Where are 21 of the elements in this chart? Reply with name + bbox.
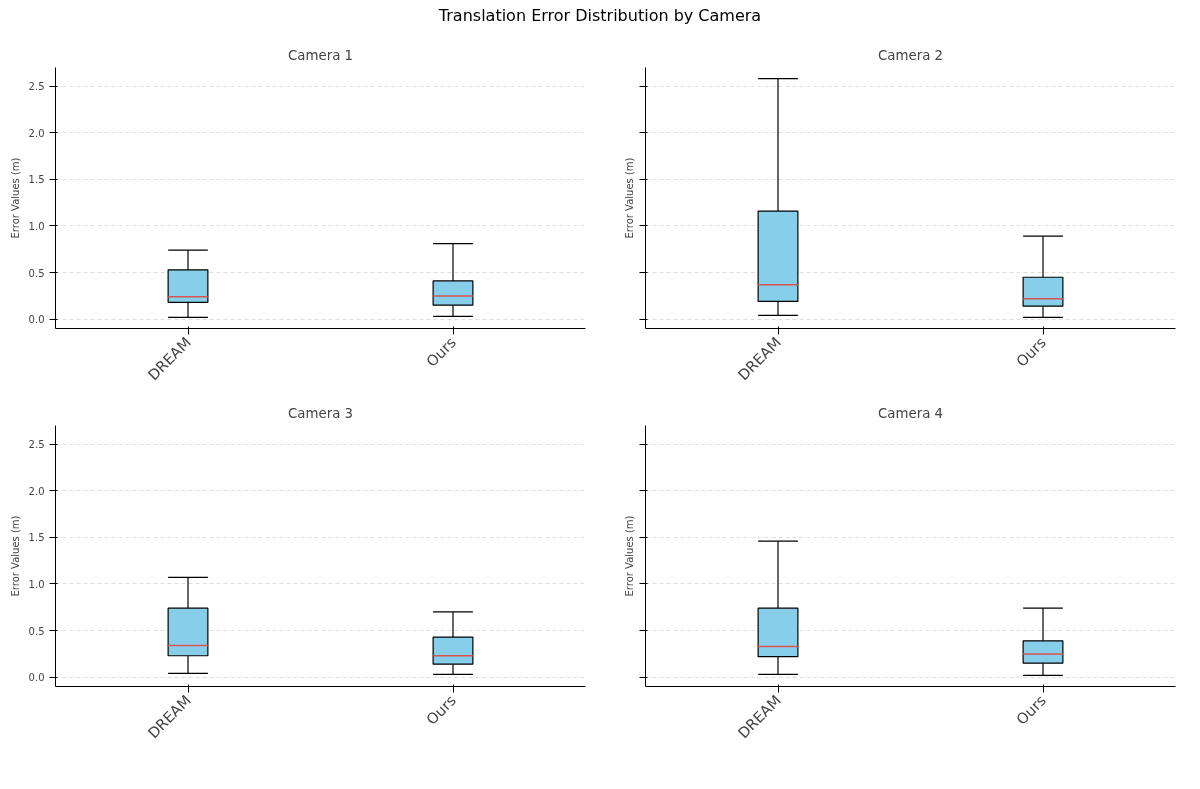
y-tick-label: 0.5 (28, 267, 45, 279)
y-tick-label: 0.0 (28, 314, 45, 326)
y-axis-title: Error Values (m) (9, 157, 21, 239)
y-tick-label: 2.5 (28, 81, 45, 93)
y-tick-label: 0.5 (28, 625, 45, 637)
y-tick-label: 1.5 (28, 532, 45, 544)
chart-title: Camera 3 (287, 405, 354, 421)
y-tick-label: 0.0 (28, 672, 45, 684)
chart-title: Camera 4 (877, 405, 944, 421)
chart-title: Camera 2 (877, 47, 944, 63)
y-axis-title: Error Values (m) (9, 515, 21, 597)
y-tick-label: 1.5 (28, 174, 45, 186)
y-axis-title: Error Values (m) (623, 157, 635, 239)
text: Translation Error Distribution by Camera (438, 5, 762, 27)
y-tick-label: 2.5 (28, 439, 45, 451)
chart-title: Camera 1 (287, 47, 354, 63)
y-tick-label: 1.0 (28, 220, 45, 232)
y-axis-title: Error Values (m) (623, 515, 635, 597)
y-tick-label: 1.0 (28, 578, 45, 590)
y-tick-label: 2.0 (28, 127, 45, 139)
y-tick-label: 2.0 (28, 485, 45, 497)
